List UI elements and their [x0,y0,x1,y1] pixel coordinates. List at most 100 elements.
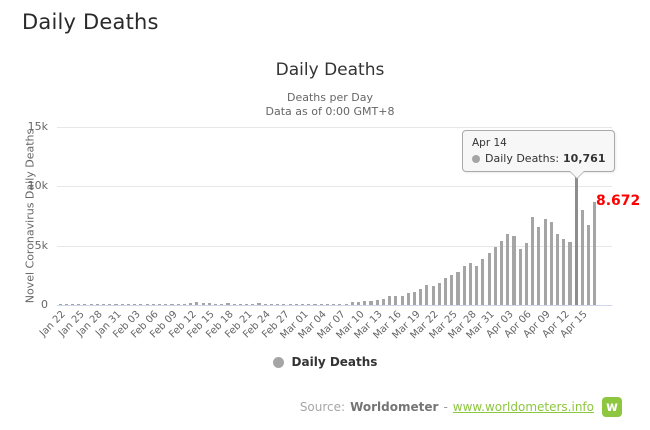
bar-mar-18[interactable] [406,293,410,305]
bar-apr-08[interactable] [537,226,541,305]
bar-feb-19[interactable] [232,303,236,305]
plot-area[interactable] [57,127,612,305]
bar-feb-07[interactable] [157,303,162,305]
bar-feb-23[interactable] [257,303,261,305]
series-marker-icon [472,154,480,163]
bar-feb-13[interactable] [195,302,199,305]
bar-mar-26[interactable] [456,271,460,305]
bar-feb-09[interactable] [170,303,174,305]
bar-apr-02[interactable] [500,240,504,305]
bar-mar-01[interactable] [301,304,305,305]
bar-jan-24[interactable] [70,304,75,305]
bar-feb-08[interactable] [164,303,168,305]
source-name: Worldometer [350,400,439,414]
bar-mar-11[interactable] [363,301,367,305]
bar-feb-17[interactable] [220,303,224,305]
bar-feb-27[interactable] [282,304,286,305]
bar-feb-18[interactable] [226,303,230,305]
bar-mar-12[interactable] [369,300,373,305]
bar-mar-07[interactable] [338,303,342,305]
bar-apr-06[interactable] [524,242,528,305]
bar-jan-30[interactable] [108,304,112,305]
bar-mar-23[interactable] [437,282,441,305]
bar-feb-10[interactable] [176,303,180,305]
bar-mar-25[interactable] [450,274,454,305]
bar-jan-22[interactable] [58,304,62,305]
bar-mar-17[interactable] [400,295,404,305]
bar-mar-30[interactable] [481,259,485,305]
bar-apr-05[interactable] [518,249,522,305]
bar-mar-19[interactable] [412,292,417,305]
bar-feb-04[interactable] [139,304,143,305]
bar-feb-15[interactable] [207,303,211,305]
bar-mar-22[interactable] [431,286,435,305]
bar-jan-31[interactable] [114,304,118,305]
y-axis-title: Novel Coronavirus Daily Deaths [23,128,37,304]
bar-feb-21[interactable] [245,303,249,305]
bar-jan-29[interactable] [102,304,106,305]
y-tick-label: 5k [34,238,48,252]
worldometers-link[interactable]: www.worldometers.info [452,400,594,414]
bar-jan-23[interactable] [64,304,68,305]
bar-apr-15[interactable] [580,210,584,305]
tooltip-date: Apr 14 [472,137,507,149]
bar-feb-01[interactable] [120,304,124,305]
bar-apr-01[interactable] [493,247,497,305]
page-title: Daily Deaths [22,10,159,34]
bar-mar-10[interactable] [356,301,361,305]
bar-feb-26[interactable] [276,304,280,305]
bar-mar-13[interactable] [375,299,379,305]
bar-mar-02[interactable] [307,304,311,305]
bar-mar-31[interactable] [487,252,491,305]
bar-feb-20[interactable] [238,303,242,305]
bar-feb-06[interactable] [151,304,155,305]
bar-feb-22[interactable] [251,303,255,305]
bar-apr-10[interactable] [549,222,553,305]
bar-mar-24[interactable] [444,278,448,305]
bar-jan-28[interactable] [95,304,99,305]
bar-apr-16[interactable] [587,224,591,305]
bar-mar-20[interactable] [419,288,423,305]
bar-mar-27[interactable] [462,265,466,305]
bar-feb-12[interactable] [189,303,193,305]
bar-apr-04[interactable] [512,236,516,305]
bar-jan-26[interactable] [83,304,87,305]
bar-mar-16[interactable] [394,295,398,305]
bar-feb-29[interactable] [294,304,298,305]
bar-mar-21[interactable] [425,285,429,305]
bar-apr-13[interactable] [568,241,572,305]
bar-feb-05[interactable] [145,304,149,305]
bar-apr-11[interactable] [555,234,560,305]
bar-mar-05[interactable] [325,304,329,305]
bar-mar-08[interactable] [344,303,348,305]
bar-apr-14[interactable] [574,177,578,305]
bar-apr-12[interactable] [562,239,566,305]
bar-feb-28[interactable] [288,304,292,305]
bar-mar-29[interactable] [475,266,479,305]
bar-apr-17[interactable] [593,202,597,305]
bar-mar-14[interactable] [381,298,385,305]
bar-feb-11[interactable] [182,303,186,305]
bar-apr-07[interactable] [531,217,535,305]
bar-mar-09[interactable] [350,302,354,305]
bar-mar-04[interactable] [319,304,323,305]
bar-feb-25[interactable] [269,304,274,305]
bar-apr-03[interactable] [506,234,510,305]
y-tick-label: 10k [27,179,48,193]
bar-jan-25[interactable] [77,304,81,305]
bar-apr-09[interactable] [543,219,547,305]
bar-feb-03[interactable] [133,304,137,305]
bar-feb-14[interactable] [201,303,205,305]
tooltip-series-label: Daily Deaths: [485,152,560,165]
bar-mar-06[interactable] [332,303,336,305]
bar-feb-16[interactable] [213,303,218,305]
bar-mar-15[interactable] [388,296,392,305]
bar-feb-02[interactable] [126,304,130,305]
bar-jan-27[interactable] [89,304,93,305]
bar-feb-24[interactable] [263,304,267,305]
worldometers-logo-icon[interactable]: w [602,397,622,417]
last-point-value: 8.672 [596,193,641,209]
bar-mar-03[interactable] [313,304,317,305]
legend-item-daily-deaths[interactable]: Daily Deaths [20,355,630,369]
bar-mar-28[interactable] [468,263,473,305]
